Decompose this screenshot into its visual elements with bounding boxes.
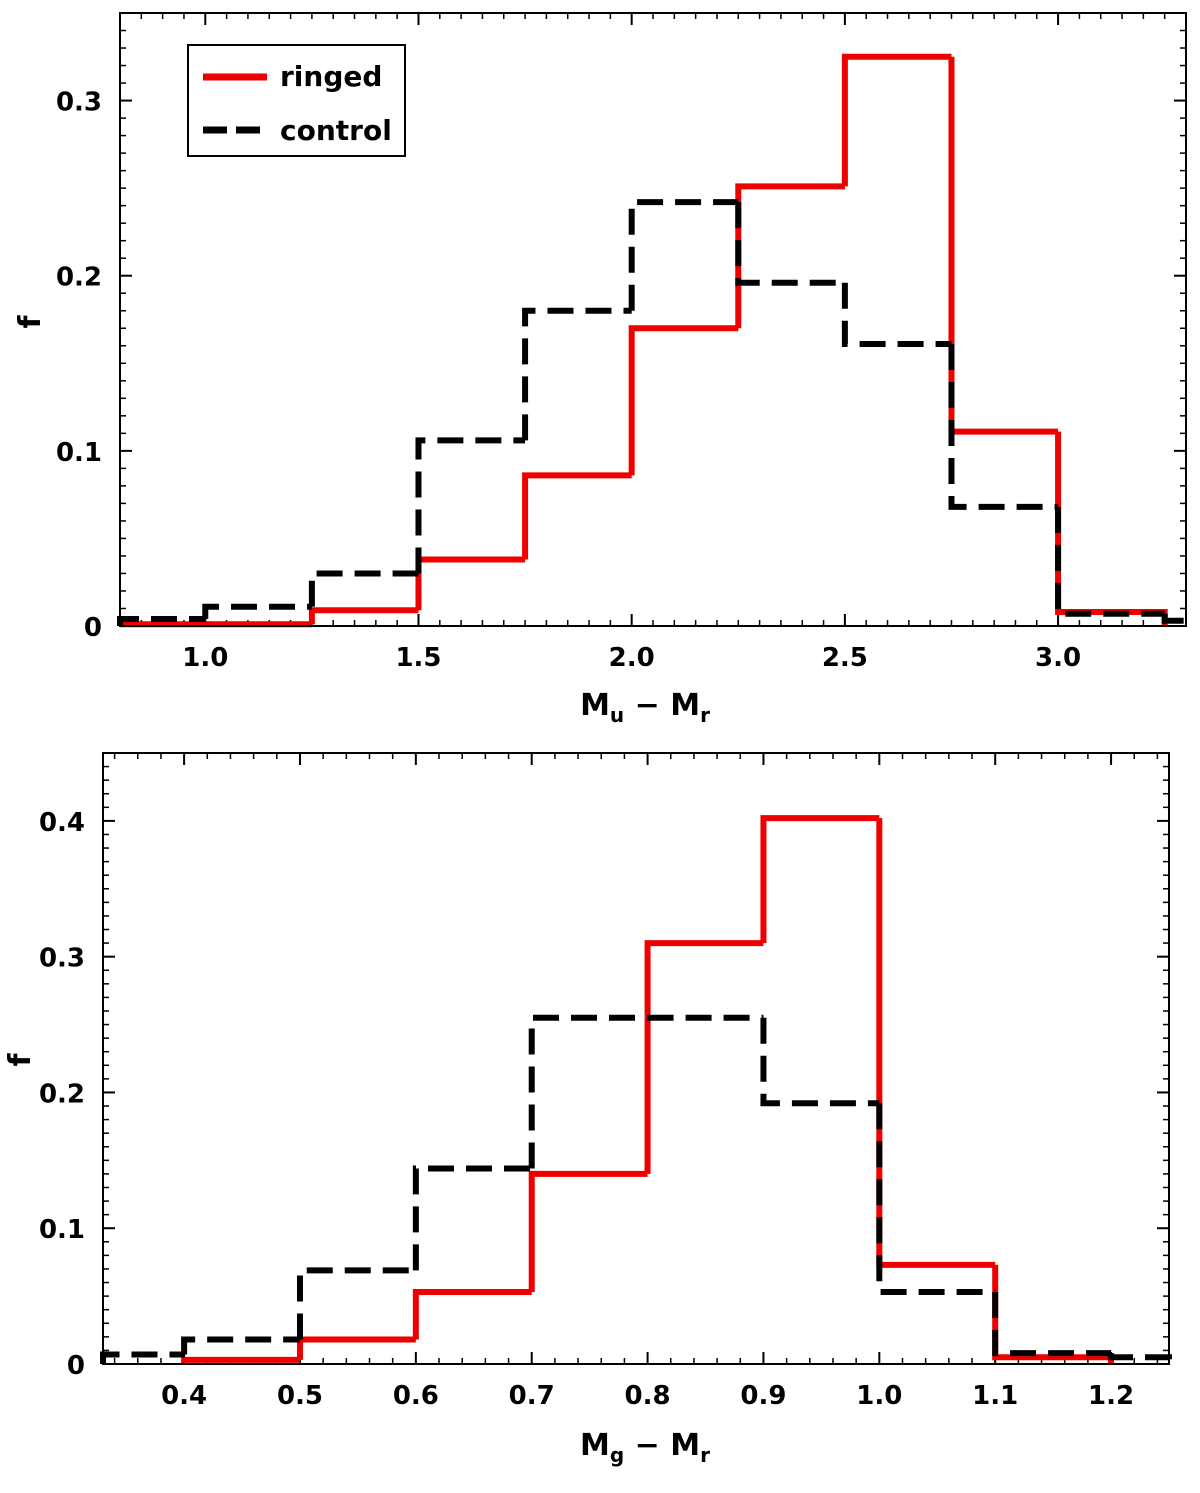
bottom-series-ringed [181, 815, 1115, 1364]
top-tick-labels: 1.0 1.5 2.0 2.5 3.0 0 0.1 0.2 0.3 [56, 88, 1081, 673]
bottom-tick-labels: 0.4 0.5 0.6 0.7 0.8 0.9 1.0 1.1 1.2 0 0.1 0.2 0.3 0.4 [39, 808, 1134, 1411]
bottom-y-tick-label-0_20: 0.2 [39, 1079, 85, 1109]
legend-box [187, 44, 406, 157]
top-ringed-bin-8 [948, 56, 1059, 435]
top-control-bin-2 [308, 570, 419, 607]
bottom-series-control [100, 1014, 1172, 1364]
bottom-ringed-bin-5 [760, 815, 880, 944]
top-control-bin-4 [522, 307, 632, 441]
bottom-y-tick-label-0_10: 0.1 [39, 1215, 85, 1245]
bottom-control-bin-6 [760, 1017, 880, 1107]
top-control-bin-5 [628, 199, 739, 311]
top-x-tick-label-1_50: 1.5 [395, 643, 441, 673]
top-x-tick-label-3_00: 3.0 [1035, 643, 1081, 673]
legend-label-control: control [280, 114, 392, 147]
top-ringed-bin-4 [522, 472, 632, 560]
top-control-bin-8 [948, 344, 1059, 510]
bottom-control-bin-8 [992, 1292, 1112, 1357]
bottom-y-axis-label: f [3, 1053, 38, 1067]
top-ringed-bin-2 [308, 607, 419, 625]
top-control-bin-7 [841, 282, 952, 348]
bottom-ringed-bin-1 [296, 1336, 416, 1360]
bottom-histogram-panel: 0.4 0.5 0.6 0.7 0.8 0.9 1.0 1.1 1.200.10.20.30.4… [3, 752, 1172, 1467]
top-control-bin-1 [202, 603, 312, 619]
bottom-ringed-bin-4 [644, 940, 764, 1174]
top-series-control [117, 199, 1189, 626]
top-x-tick-label-1_00: 1.0 [182, 643, 228, 673]
bottom-control-bin-9 [1108, 1353, 1172, 1364]
top-control-bin-6 [735, 202, 845, 286]
top-histogram-panel: 1.0 1.5 2.0 2.5 3.0 0 0.1 0.2 0.3 f Mu − Mr ring… [13, 12, 1189, 727]
top-control-bin-3 [415, 437, 526, 574]
top-y-tick-label-0_20: 0.2 [56, 263, 102, 293]
bottom-x-tick-label-0_70: 0.7 [509, 1381, 555, 1411]
bottom-ringed-bin-7 [992, 1264, 1115, 1364]
top-control-bin-9 [1055, 506, 1165, 617]
bottom-x-tick-label-0_40: 0.4 [161, 1381, 207, 1411]
bottom-control-bin-7 [876, 1103, 996, 1296]
bottom-y-tick-label-0_00: 0 [67, 1351, 85, 1381]
top-series-group [117, 53, 1189, 628]
top-ringed-bin-6 [735, 183, 845, 329]
bottom-x-tick-label-0_60: 0.6 [393, 1381, 439, 1411]
bottom-ringed-bin-6 [876, 818, 996, 1268]
bottom-plot-frame [102, 752, 1170, 1365]
legend-label-ringed: ringed [280, 60, 382, 93]
top-y-axis-label: f [13, 315, 48, 329]
top-ringed-bin-9 [1055, 431, 1168, 626]
top-y-tick-label-0_00: 0 [84, 613, 102, 643]
bottom-ringed-bin-3 [528, 1170, 648, 1293]
top-ringed-bin-3 [415, 556, 526, 611]
bottom-series-group [100, 815, 1172, 1364]
bottom-control-bin-1 [181, 1336, 300, 1355]
top-ringed-bin-7 [841, 53, 952, 187]
bottom-ringed-bin-0 [181, 1356, 300, 1364]
top-ringed-bin-5 [628, 325, 739, 476]
legend: ringed control [187, 44, 406, 157]
bottom-x-tick-label-0_50: 0.5 [277, 1381, 323, 1411]
bottom-ringed-bin-2 [412, 1289, 532, 1340]
top-x-tick-label-2_00: 2.0 [609, 643, 655, 673]
bottom-x-tick-label-1_00: 1.0 [856, 1381, 902, 1411]
top-y-tick-label-0_10: 0.1 [56, 438, 102, 468]
bottom-x-tick-label-0_90: 0.9 [740, 1381, 786, 1411]
bottom-y-tick-label-0_40: 0.4 [39, 808, 85, 838]
top-x-axis-label: Mu − Mr [580, 688, 710, 727]
bottom-control-bin-2 [296, 1267, 416, 1340]
bottom-x-tick-label-1_20: 1.2 [1088, 1381, 1134, 1411]
bottom-axis-ticks [103, 752, 1169, 1365]
top-x-tick-label-2_50: 2.5 [822, 643, 868, 673]
top-plot-frame [119, 12, 1187, 627]
bottom-y-tick-label-0_30: 0.3 [39, 944, 85, 974]
top-control-bin-10 [1161, 613, 1189, 626]
top-y-tick-label-0_30: 0.3 [56, 88, 102, 118]
bottom-control-bin-3 [412, 1165, 532, 1271]
bottom-x-axis-label: Mg − Mr [580, 1428, 710, 1467]
bottom-x-tick-label-1_10: 1.1 [972, 1381, 1018, 1411]
bottom-x-tick-label-0_80: 0.8 [625, 1381, 671, 1411]
bottom-control-bin-4 [528, 1014, 648, 1169]
